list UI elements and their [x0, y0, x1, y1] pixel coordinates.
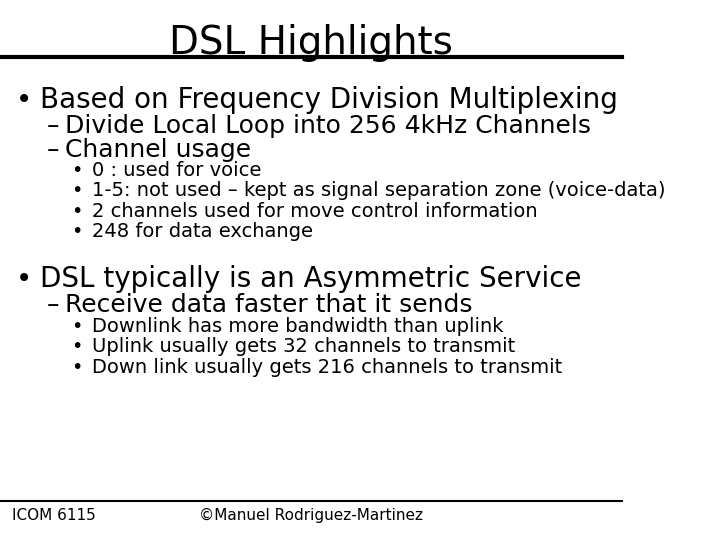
- Text: Uplink usually gets 32 channels to transmit: Uplink usually gets 32 channels to trans…: [92, 338, 516, 356]
- Text: •: •: [16, 86, 32, 114]
- Text: 248 for data exchange: 248 for data exchange: [92, 222, 313, 241]
- Text: –: –: [47, 138, 59, 162]
- Text: –: –: [47, 293, 59, 316]
- Text: •: •: [71, 317, 83, 336]
- Text: –: –: [47, 114, 59, 138]
- Text: Divide Local Loop into 256 4kHz Channels: Divide Local Loop into 256 4kHz Channels: [66, 114, 591, 138]
- Text: Based on Frequency Division Multiplexing: Based on Frequency Division Multiplexing: [40, 86, 618, 114]
- Text: ICOM 6115: ICOM 6115: [12, 508, 96, 523]
- Text: 0 : used for voice: 0 : used for voice: [92, 161, 261, 180]
- Text: •: •: [71, 358, 83, 377]
- Text: DSL typically is an Asymmetric Service: DSL typically is an Asymmetric Service: [40, 265, 582, 293]
- Text: 1-5: not used – kept as signal separation zone (voice-data): 1-5: not used – kept as signal separatio…: [92, 181, 665, 200]
- Text: •: •: [71, 222, 83, 241]
- Text: DSL Highlights: DSL Highlights: [169, 24, 453, 62]
- Text: 2 channels used for move control information: 2 channels used for move control informa…: [92, 202, 538, 221]
- Text: •: •: [16, 265, 32, 293]
- Text: Down link usually gets 216 channels to transmit: Down link usually gets 216 channels to t…: [92, 358, 562, 377]
- Text: •: •: [71, 181, 83, 200]
- Text: ©Manuel Rodriguez-Martinez: ©Manuel Rodriguez-Martinez: [199, 508, 423, 523]
- Text: Downlink has more bandwidth than uplink: Downlink has more bandwidth than uplink: [92, 317, 503, 336]
- Text: •: •: [71, 338, 83, 356]
- Text: Channel usage: Channel usage: [66, 138, 251, 162]
- Text: Receive data faster that it sends: Receive data faster that it sends: [66, 293, 473, 316]
- Text: •: •: [71, 202, 83, 221]
- Text: •: •: [71, 161, 83, 180]
